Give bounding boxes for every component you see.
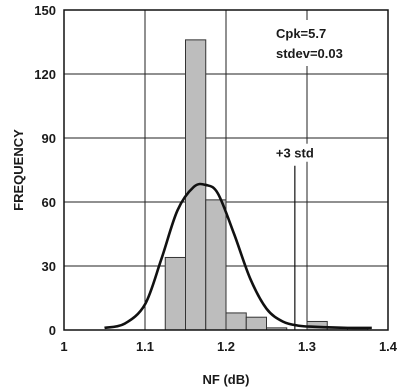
plot-frame — [63, 9, 389, 331]
x-tick-label: 1.2 — [217, 339, 235, 354]
x-axis-label: NF (dB) — [203, 372, 250, 387]
x-tick-labels: 1 1.1 1.2 1.3 1.4 — [60, 339, 397, 354]
reference-line-label: +3 std — [276, 146, 314, 161]
x-tick-label: 1.3 — [298, 339, 316, 354]
histogram-bar — [205, 199, 227, 331]
x-tick-label: 1.1 — [136, 339, 154, 354]
histogram-bar — [164, 256, 186, 331]
y-tick-label: 60 — [42, 195, 56, 210]
reference-label-background — [270, 143, 319, 162]
y-tick-label: 150 — [34, 3, 56, 18]
y-tick-label: 90 — [42, 131, 56, 146]
fit-curve-group — [104, 182, 372, 330]
y-tick-label: 120 — [34, 67, 56, 82]
annotation-stdev: stdev=0.03 — [276, 46, 343, 61]
y-tick-label: 0 — [49, 323, 56, 338]
annotation-cpk: Cpk=5.7 — [276, 26, 326, 41]
y-tick-label: 30 — [42, 259, 56, 274]
x-tick-label: 1.4 — [379, 339, 398, 354]
annotation-background — [270, 20, 374, 66]
histogram-bar — [225, 312, 247, 331]
y-tick-labels: 0 30 60 90 120 150 — [34, 3, 56, 338]
fit-curve — [104, 182, 372, 330]
x-tick-label: 1 — [60, 339, 67, 354]
y-axis-label: FREQUENCY — [11, 129, 26, 211]
histogram-bar — [245, 316, 267, 331]
